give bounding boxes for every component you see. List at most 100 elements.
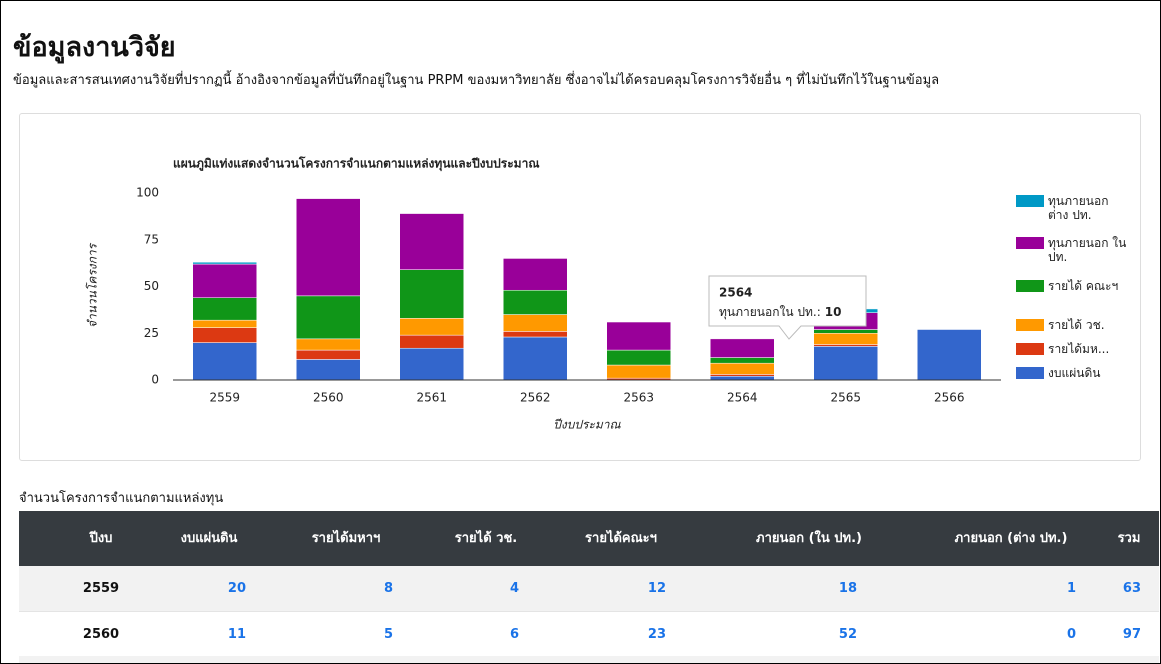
table-row: 2560 11 5 6 23 52 0 97 xyxy=(19,611,1159,657)
bar-segment xyxy=(192,297,257,321)
table-cell: 11 xyxy=(227,627,246,642)
table-cell: 8 xyxy=(383,581,393,596)
bar-segment xyxy=(192,261,257,265)
bar-segment xyxy=(710,376,775,381)
table-cell: 20 xyxy=(227,581,246,596)
bar-segment xyxy=(606,321,671,351)
table-cell: 6 xyxy=(509,627,519,642)
tooltip-box xyxy=(708,275,867,340)
bar-segment xyxy=(192,319,257,328)
bar-segment xyxy=(503,258,568,291)
table-header-cell: งบแผ่นดิน xyxy=(180,531,238,546)
bar-segment xyxy=(296,295,361,340)
y-tick-label: 0 xyxy=(151,373,159,387)
bar-segment xyxy=(710,374,775,377)
x-tick-label: 2562 xyxy=(520,391,551,405)
tooltip-line: ทุนภายนอกใน ปท.: 10 xyxy=(719,305,841,320)
bar-segment xyxy=(917,329,982,381)
legend-swatch xyxy=(1016,195,1044,207)
x-tick-label: 2566 xyxy=(934,391,965,405)
y-tick-label: 50 xyxy=(144,279,159,293)
bar-segment xyxy=(503,331,568,338)
page-title: ข้อมูลงานวิจัย xyxy=(13,32,176,63)
table-cell: 23 xyxy=(647,627,666,642)
bar-segment xyxy=(710,362,775,375)
table-caption: จำนวนโครงการจำแนกตามแหล่งทุน xyxy=(19,491,224,506)
table-cell: 52 xyxy=(838,627,857,642)
table-header-cell: ภายนอก (ต่าง ปท.) xyxy=(954,531,1068,546)
table-header-cell: รายได้ วช. xyxy=(454,531,518,546)
x-tick-label: 2559 xyxy=(209,391,240,405)
table-cell: 0 xyxy=(1066,627,1076,642)
bar-segment xyxy=(192,263,257,298)
bar-segment xyxy=(503,336,568,381)
tooltip: 2564 ทุนภายนอกใน ปท.: 10 xyxy=(708,275,867,340)
chart: แผนภูมิแท่งแสดงจำนวนโครงการจำแนกตามแหล่ง… xyxy=(86,156,1044,432)
tooltip-title: 2564 xyxy=(719,286,752,300)
bar-segment xyxy=(813,346,878,381)
bar-segment xyxy=(606,364,671,379)
bar-segment xyxy=(296,198,361,297)
table-cell: 18 xyxy=(838,581,857,596)
table-header-cell: ภายนอก (ใน ปท.) xyxy=(756,531,862,546)
table-row: 2559 20 8 4 12 18 1 63 xyxy=(19,566,1159,611)
y-tick-label: 25 xyxy=(144,326,159,340)
x-tick-label: 2561 xyxy=(416,391,447,405)
table-cell: 5 xyxy=(383,627,393,642)
legend-swatch xyxy=(1016,237,1044,249)
table-cell: 1 xyxy=(1066,581,1076,596)
table-header: ปีงบ งบแผ่นดิน รายได้มหาฯ รายได้ วช. รายได้ค… xyxy=(19,511,1159,566)
bar-segment xyxy=(503,289,568,315)
table-header-cell: รวม xyxy=(1117,531,1141,546)
x-axis-title: ปีงบประมาณ xyxy=(553,418,621,432)
bar-segment xyxy=(399,318,464,336)
y-axis-title: จำนวนโครงการ xyxy=(86,242,100,328)
legend-label: รายได้ วช. xyxy=(1048,318,1105,332)
bar-segment xyxy=(813,333,878,345)
legend-label: ทุนภายนอก ใน ปท. xyxy=(1048,236,1127,264)
chart-card xyxy=(19,113,1141,461)
table-header-cell: ปีงบ xyxy=(89,531,113,546)
table-cell: 12 xyxy=(647,581,666,596)
bar-segment xyxy=(399,213,464,270)
legend-label: รายได้มห... xyxy=(1048,342,1110,356)
bar-segment xyxy=(399,347,464,381)
bar-segment xyxy=(503,314,568,332)
bar-segment xyxy=(813,344,878,347)
x-tick-label: 2565 xyxy=(830,391,861,405)
tooltip-label: ทุนภายนอกใน ปท.: xyxy=(719,305,821,320)
legend-swatch xyxy=(1016,319,1044,331)
bar-segment xyxy=(192,327,257,343)
y-tick-label: 100 xyxy=(136,186,159,200)
tooltip-value: 10 xyxy=(825,305,842,319)
x-tick-label: 2560 xyxy=(313,391,344,405)
page-subtitle: ข้อมูลและสารสนเทศงานวิจัยที่ปรากฏนี้ อ้า… xyxy=(13,73,940,88)
x-tick-label: 2564 xyxy=(727,391,758,405)
legend-label: รายได้ คณะฯ xyxy=(1048,279,1119,293)
bar-segment xyxy=(296,338,361,351)
table-cell: 63 xyxy=(1122,581,1141,596)
bar-segment xyxy=(296,359,361,381)
table-cell: 2559 xyxy=(82,581,120,596)
bar-segment xyxy=(606,349,671,366)
table-cell: 4 xyxy=(509,581,519,596)
table-row-partial xyxy=(19,656,1159,663)
bar-segment xyxy=(399,269,464,319)
table-header-cell: รายได้มหาฯ xyxy=(311,531,381,546)
legend-swatch xyxy=(1016,280,1044,292)
table-header-cell: รายได้คณะฯ xyxy=(585,531,657,546)
bar-segment xyxy=(710,338,775,358)
bar-segment xyxy=(296,349,361,360)
legend-label: ทุนภายนอก ต่าง ปท. xyxy=(1048,194,1109,222)
bar-segment xyxy=(813,329,878,334)
table-cell: 97 xyxy=(1122,627,1141,642)
bar-segment xyxy=(710,357,775,364)
y-tick-label: 75 xyxy=(144,232,159,246)
x-tick-label: 2563 xyxy=(623,391,654,405)
legend-swatch xyxy=(1016,367,1044,379)
table-cell: 2560 xyxy=(82,627,120,642)
chart-title: แผนภูมิแท่งแสดงจำนวนโครงการจำแนกตามแหล่ง… xyxy=(173,156,539,172)
bar-segment xyxy=(192,342,257,381)
legend-swatch xyxy=(1016,343,1044,355)
